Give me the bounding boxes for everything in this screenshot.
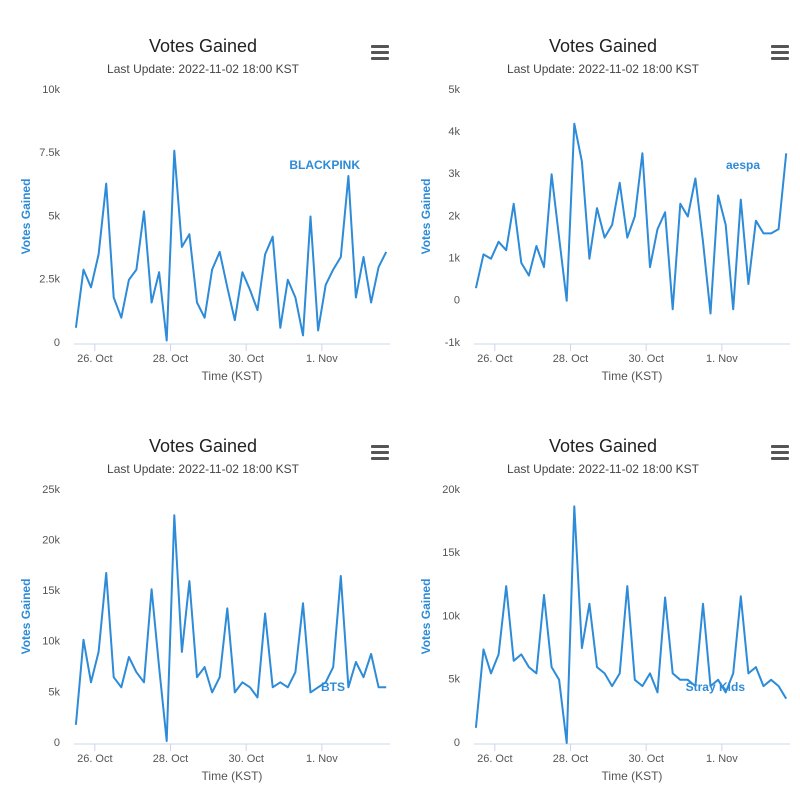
chart-subtitle: Last Update: 2022-11-02 18:00 KST	[107, 462, 300, 476]
y-tick-label: 1k	[448, 253, 460, 265]
x-tick-label: 1. Nov	[306, 753, 338, 765]
menu-icon-bar	[771, 445, 789, 448]
x-tick-label: 30. Oct	[228, 753, 263, 765]
x-tick-label: 30. Oct	[228, 353, 263, 365]
chart-title: Votes Gained	[149, 436, 257, 456]
x-tick-label: 26. Oct	[477, 353, 512, 365]
chart-panel: Votes Gained Last Update: 2022-11-02 18:0…	[419, 436, 790, 783]
menu-icon-bar	[371, 457, 389, 460]
chart-subtitle: Last Update: 2022-11-02 18:00 KST	[507, 462, 700, 476]
series-label: aespa	[726, 158, 760, 172]
y-tick-label: 10k	[42, 84, 60, 96]
y-tick-label: 0	[454, 295, 460, 307]
y-tick-label: 0	[54, 337, 60, 349]
menu-icon-bar	[371, 57, 389, 60]
y-tick-label: 2k	[448, 210, 460, 222]
menu-button[interactable]	[771, 445, 789, 460]
chart-title: Votes Gained	[549, 36, 657, 56]
menu-icon-bar	[771, 457, 789, 460]
y-tick-label: 5k	[448, 84, 460, 96]
menu-icon-bar	[371, 51, 389, 54]
series-label: BTS	[321, 680, 345, 694]
y-axis-title: Votes Gained	[19, 579, 33, 655]
menu-icon-bar	[371, 451, 389, 454]
y-tick-label: 3k	[448, 168, 460, 180]
data-line	[74, 149, 388, 342]
menu-icon-bar	[371, 445, 389, 448]
y-tick-label: 0	[54, 737, 60, 749]
y-tick-label: 10k	[42, 636, 60, 648]
x-axis-title: Time (KST)	[602, 769, 663, 783]
y-tick-label: 15k	[42, 585, 60, 597]
x-tick-label: 28. Oct	[153, 753, 188, 765]
series-label: BLACKPINK	[289, 158, 360, 172]
x-axis-title: Time (KST)	[202, 769, 263, 783]
data-line	[74, 514, 387, 742]
y-tick-label: 5k	[48, 686, 60, 698]
data-line	[474, 505, 788, 744]
data-line	[474, 122, 788, 315]
y-tick-label: 10k	[442, 610, 460, 622]
y-tick-label: -1k	[445, 337, 461, 349]
x-tick-label: 1. Nov	[706, 353, 738, 365]
chart-title: Votes Gained	[549, 436, 657, 456]
x-tick-label: 30. Oct	[628, 753, 663, 765]
x-axis-title: Time (KST)	[202, 369, 263, 383]
chart-panel: Votes Gained Last Update: 2022-11-02 18:0…	[19, 436, 390, 783]
x-tick-label: 26. Oct	[477, 753, 512, 765]
x-tick-label: 1. Nov	[306, 353, 338, 365]
y-axis-title: Votes Gained	[19, 179, 33, 255]
y-tick-label: 5k	[48, 210, 60, 222]
menu-icon-bar	[771, 57, 789, 60]
chart-panel: Votes Gained Last Update: 2022-11-02 18:0…	[419, 36, 790, 383]
y-tick-label: 25k	[42, 484, 60, 496]
x-tick-label: 30. Oct	[628, 353, 663, 365]
menu-button[interactable]	[371, 445, 389, 460]
y-tick-label: 5k	[448, 674, 460, 686]
menu-icon-bar	[371, 45, 389, 48]
chart-panel: Votes Gained Last Update: 2022-11-02 18:0…	[19, 36, 390, 383]
chart-subtitle: Last Update: 2022-11-02 18:00 KST	[107, 62, 300, 76]
chart-title: Votes Gained	[149, 36, 257, 56]
x-tick-label: 26. Oct	[77, 353, 112, 365]
menu-icon-bar	[771, 45, 789, 48]
chart-subtitle: Last Update: 2022-11-02 18:00 KST	[507, 62, 700, 76]
x-tick-label: 28. Oct	[553, 353, 588, 365]
series-label: Stray Kids	[686, 680, 746, 694]
y-axis-title: Votes Gained	[419, 579, 433, 655]
menu-button[interactable]	[371, 45, 389, 60]
x-axis-title: Time (KST)	[602, 369, 663, 383]
menu-icon-bar	[771, 51, 789, 54]
x-tick-label: 26. Oct	[77, 753, 112, 765]
y-tick-label: 20k	[442, 484, 460, 496]
y-tick-label: 15k	[442, 547, 460, 559]
menu-icon-bar	[771, 451, 789, 454]
x-tick-label: 28. Oct	[153, 353, 188, 365]
y-tick-label: 2.5k	[39, 274, 60, 286]
y-axis-title: Votes Gained	[419, 179, 433, 255]
y-tick-label: 20k	[42, 535, 60, 547]
y-tick-label: 7.5k	[39, 147, 60, 159]
x-tick-label: 28. Oct	[553, 753, 588, 765]
x-tick-label: 1. Nov	[706, 753, 738, 765]
menu-button[interactable]	[771, 45, 789, 60]
y-tick-label: 0	[454, 737, 460, 749]
y-tick-label: 4k	[448, 126, 460, 138]
